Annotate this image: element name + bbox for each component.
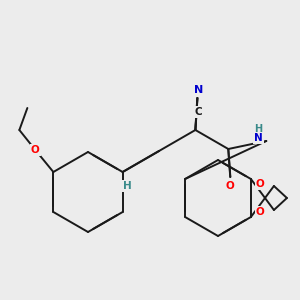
- Text: H: H: [254, 124, 262, 134]
- Text: H: H: [123, 181, 132, 191]
- Text: O: O: [256, 207, 264, 217]
- Text: C: C: [195, 107, 202, 117]
- Text: N: N: [254, 133, 263, 143]
- Text: N: N: [194, 85, 203, 95]
- Text: O: O: [256, 179, 264, 189]
- Text: O: O: [226, 181, 235, 191]
- Text: O: O: [31, 145, 40, 155]
